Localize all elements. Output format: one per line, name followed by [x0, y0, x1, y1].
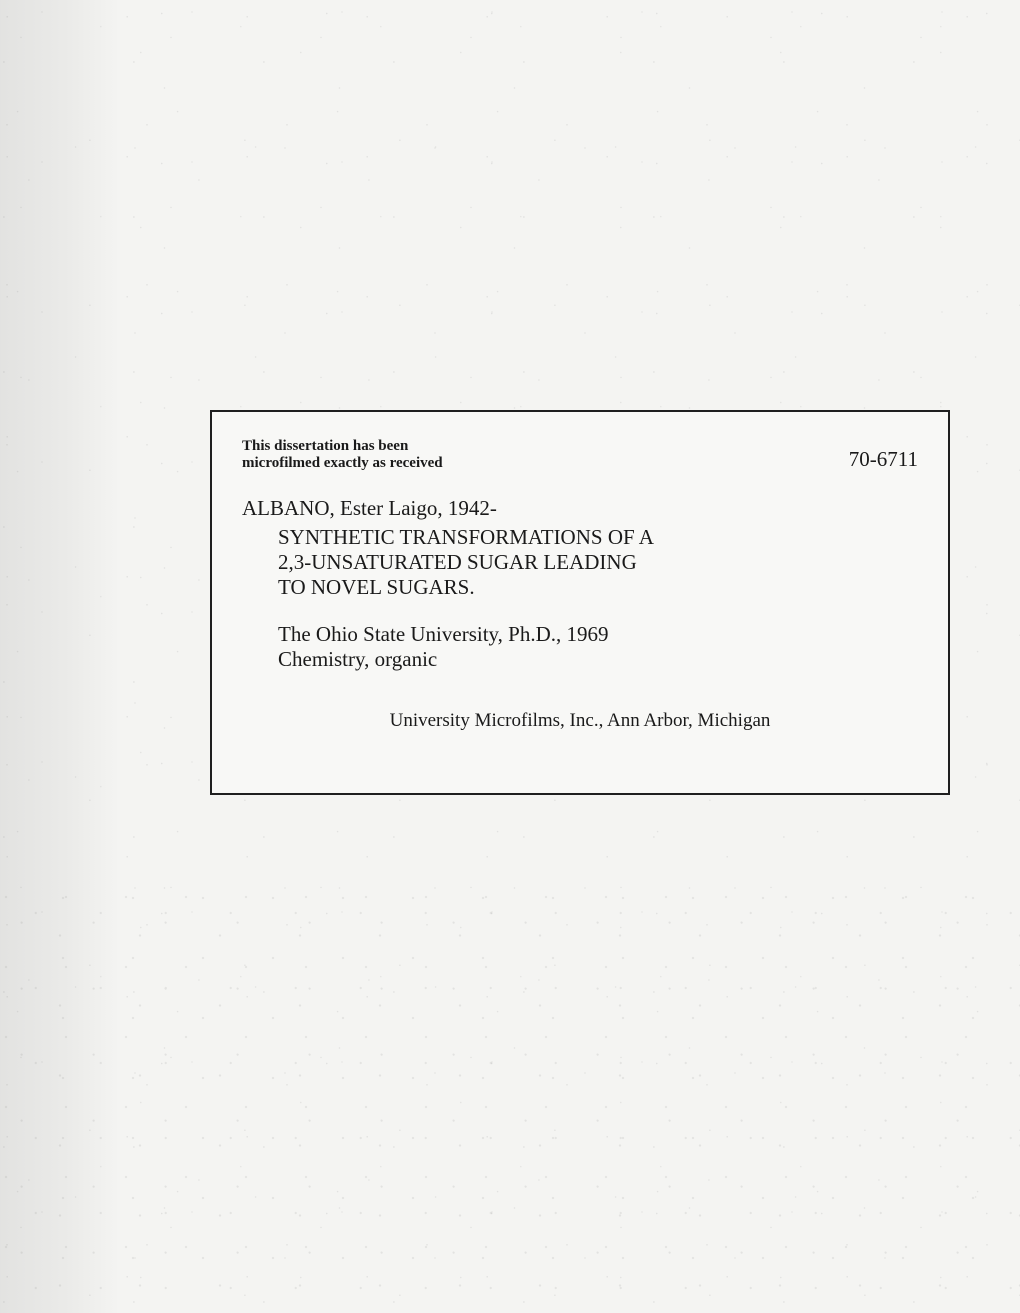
author-line: ALBANO, Ester Laigo, 1942-	[242, 496, 918, 521]
microfilm-note-line2: microfilmed exactly as received	[242, 455, 813, 472]
microfilm-note: This dissertation has been microfilmed e…	[242, 438, 813, 472]
author-given: Ester Laigo	[340, 496, 437, 520]
author-comma-2: ,	[437, 496, 448, 520]
title-line-1: SYNTHETIC TRANSFORMATIONS OF A	[242, 525, 918, 550]
microfilm-note-line1: This dissertation has been	[242, 438, 813, 455]
document-number: 70-6711	[849, 447, 918, 472]
publisher-line: University Microfilms, Inc., Ann Arbor, …	[242, 710, 918, 732]
author-surname: ALBANO	[242, 496, 330, 520]
scan-speckle-cloud	[0, 883, 1020, 1313]
microfilm-header-row: This dissertation has been microfilmed e…	[242, 438, 918, 472]
scan-left-edge-shadow	[0, 0, 120, 1313]
author-comma-1: ,	[330, 496, 341, 520]
author-life-dates: 1942-	[448, 496, 497, 520]
microfilm-catalog-card: This dissertation has been microfilmed e…	[210, 410, 950, 795]
institution-block: The Ohio State University, Ph.D., 1969 C…	[242, 622, 918, 672]
institution-line: The Ohio State University, Ph.D., 1969	[242, 622, 918, 647]
dissertation-title: SYNTHETIC TRANSFORMATIONS OF A 2,3-UNSAT…	[242, 525, 918, 600]
subject-line: Chemistry, organic	[242, 647, 918, 672]
title-line-2: 2,3-UNSATURATED SUGAR LEADING	[242, 550, 918, 575]
title-line-3: TO NOVEL SUGARS.	[242, 575, 918, 600]
